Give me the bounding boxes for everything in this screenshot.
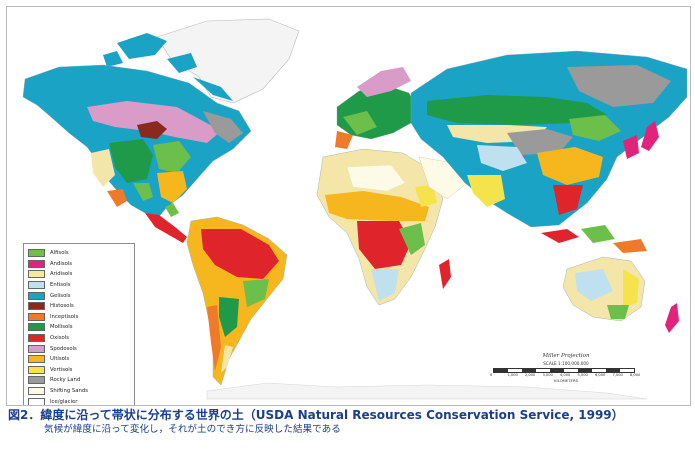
legend-swatch [28, 270, 45, 279]
legend-label: Andisols [50, 260, 73, 267]
japan [641, 121, 659, 151]
scale-units: KILOMETERS [553, 378, 579, 383]
legend-label: Vertisols [50, 366, 73, 373]
legend-item: Rocky Land [28, 375, 130, 386]
legend-swatch [28, 334, 45, 343]
legend-item: Oxisols [28, 333, 130, 344]
scale-block: Miller Projection SCALE 1:100,000,000 0 1… [490, 353, 641, 383]
legend-label: Gelisols [50, 292, 71, 299]
legend-swatch [28, 365, 45, 374]
legend-item: Gelisols [28, 290, 130, 301]
map-legend: Alfisols Andisols Aridisols Entisols Gelisol… [23, 243, 135, 405]
legend-swatch [28, 323, 45, 332]
central-america [145, 213, 187, 243]
projection-name: Miller Projection [542, 353, 590, 359]
legend-item: Ice/glacier [28, 396, 130, 405]
scale-tick-label: 3,000 [542, 373, 553, 377]
arctic-islands [117, 33, 167, 59]
scale-tick-label: 4,000 [560, 373, 571, 377]
legend-label: Mollisols [50, 324, 73, 331]
scale-ratio: SCALE 1:100,000,000 [543, 361, 589, 366]
legend-item: Vertisols [28, 365, 130, 376]
scale-tick-label: 7,000 [612, 373, 623, 377]
legend-label: Oxisols [50, 335, 70, 342]
greenland [156, 18, 300, 104]
legend-swatch [28, 291, 45, 300]
legend-label: Entisols [50, 282, 71, 289]
legend-label: Spodosols [50, 345, 77, 352]
new-zealand [665, 303, 679, 333]
figure-caption: 図2．緯度に沿って帯状に分布する世界の土（USDA Natural Resour… [8, 407, 688, 437]
antarctic-coast [206, 382, 648, 400]
soil-map: Alfisols Andisols Aridisols Entisols Gelisol… [6, 6, 691, 406]
legend-item: Histosols [28, 301, 130, 312]
legend-item: Ultisols [28, 354, 130, 365]
legend-swatch [28, 387, 45, 396]
legend-label: Histosols [50, 303, 74, 310]
legend-swatch [28, 302, 45, 311]
world-map-graphic [22, 18, 688, 400]
legend-item: Spodosols [28, 343, 130, 354]
caption-subtitle: 気候が緯度に沿って変化し，それが土のでき方に反映した結果である [44, 424, 341, 435]
legend-swatch [28, 376, 45, 385]
legend-item: Inceptisols [28, 312, 130, 323]
legend-item: Alfisols [28, 248, 130, 259]
caption-title: 図2．緯度に沿って帯状に分布する世界の土（USDA Natural Resour… [8, 408, 624, 422]
legend-label: Ultisols [50, 356, 70, 363]
legend-item: Andisols [28, 259, 130, 270]
scale-tick-label: 8,000 [630, 373, 641, 377]
legend-item: Shifting Sands [28, 386, 130, 397]
legend-swatch [28, 249, 45, 258]
legend-label: Alfisols [50, 250, 69, 257]
scale-tick-label: 2,000 [525, 373, 536, 377]
legend-swatch [28, 344, 45, 353]
legend-swatch [28, 281, 45, 290]
legend-swatch [28, 312, 45, 321]
legend-swatch [28, 259, 45, 268]
scale-tick-label: 6,000 [595, 373, 606, 377]
legend-label: Shifting Sands [50, 388, 89, 395]
legend-swatch [28, 355, 45, 364]
scale-bar [493, 368, 635, 373]
scale-tick-label: 5,000 [577, 373, 588, 377]
legend-item: Mollisols [28, 322, 130, 333]
legend-item: Aridisols [28, 269, 130, 280]
legend-item: Entisols [28, 280, 130, 291]
legend-label: Rocky Land [50, 377, 81, 384]
legend-label: Ice/glacier [50, 398, 78, 405]
legend-label: Aridisols [50, 271, 73, 278]
indonesia [541, 229, 579, 243]
madagascar [439, 259, 451, 289]
scale-tick-label: 0 [490, 373, 493, 377]
legend-swatch [28, 397, 45, 405]
legend-label: Inceptisols [50, 313, 79, 320]
scale-tick-label: 1,000 [507, 373, 518, 377]
